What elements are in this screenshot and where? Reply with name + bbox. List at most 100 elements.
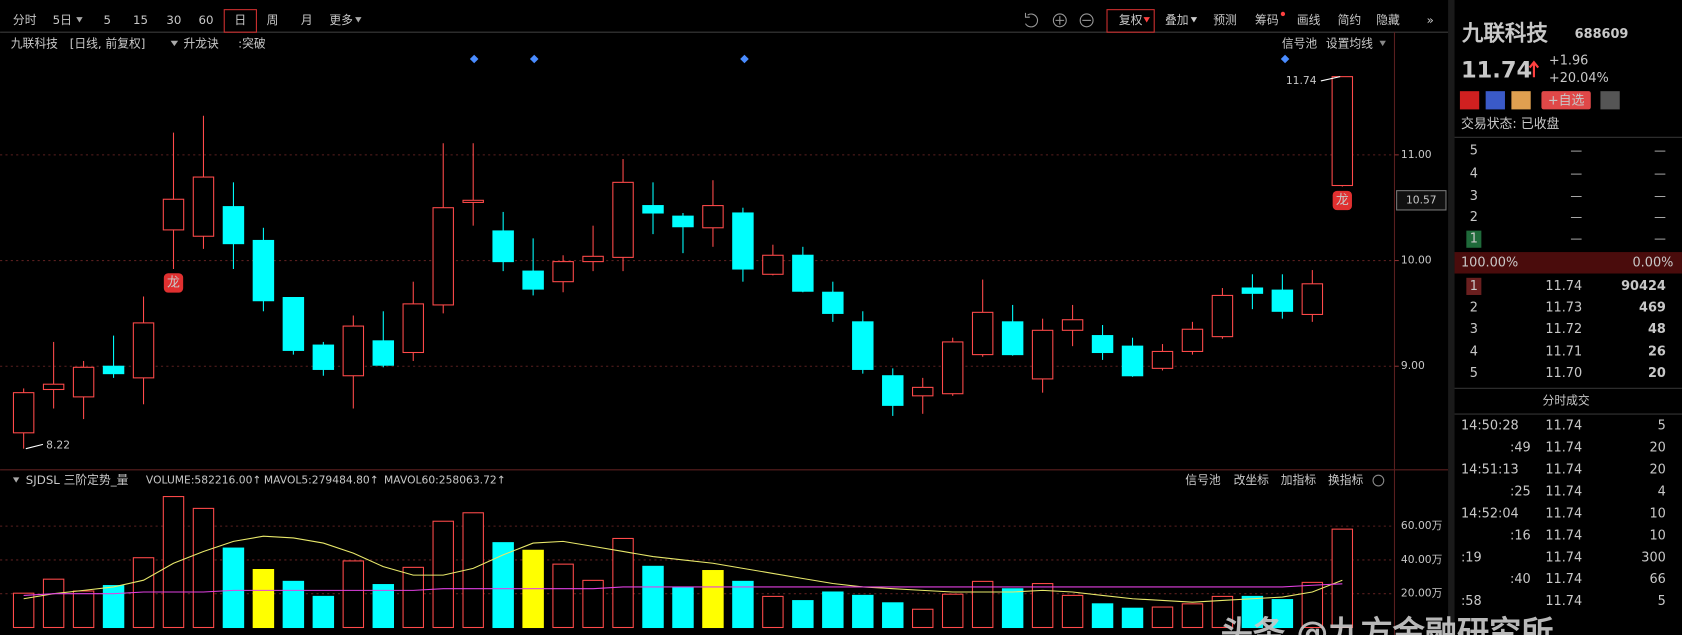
dropdown-arrow [1190,17,1198,23]
expand-icon[interactable]: » [1427,13,1434,27]
volume-bar [372,584,395,629]
period-tab[interactable]: 5日 [53,13,72,27]
volume-bar [222,547,245,629]
period-selected-box [223,9,257,33]
bid-level: 4 [1470,344,1478,359]
volume-bar [1211,595,1234,629]
bid-level: 3 [1470,322,1478,337]
tool-button[interactable]: 隐藏 [1376,13,1400,27]
candle-body [971,311,994,356]
volume-bar [912,608,934,629]
candle-body [1151,350,1174,369]
bid-level: 2 [1470,300,1478,315]
header-link[interactable]: 信号池 [1282,36,1318,50]
trade-price: 11.74 [1545,440,1582,455]
candle-body [1271,289,1294,312]
volume-bar [1031,583,1054,629]
trade-volume: 20 [1649,440,1665,455]
trade-volume: 5 [1658,594,1666,609]
candle-body [522,270,544,290]
volume-bar [12,592,35,629]
price-marker-box [1396,190,1447,211]
candle-body [672,215,694,228]
trade-time: 14:52:04 [1461,506,1519,521]
period-tab[interactable]: 60 [199,13,214,27]
trade-time: :40 [1510,572,1531,587]
trade-volume: 10 [1649,506,1665,521]
mavol60-value: MAVOL60:258063.72↑ [384,474,506,487]
volume-bar [1151,606,1174,629]
volume-bar [282,580,305,629]
trade-price: 11.74 [1545,572,1582,587]
ask-price: — [1570,232,1582,246]
volume-bar [1271,599,1294,629]
zoom-in-icon[interactable] [1052,13,1067,28]
level-badge [1466,230,1482,248]
volume-bar [822,591,844,629]
tool-button[interactable]: 复权 [1119,13,1143,27]
trade-time: 14:51:13 [1461,462,1519,477]
close-icon[interactable] [1372,474,1385,487]
trade-price: 11.74 [1545,594,1582,609]
candle-body [12,392,35,434]
candle-body [432,207,454,306]
candle-body [1211,294,1234,338]
quote-code: 688609 [1575,27,1629,42]
trade-volume: 10 [1649,528,1665,543]
tool-button[interactable]: 画线 [1297,13,1321,27]
volume-bar [342,560,365,629]
volume-bar [882,602,904,629]
candle-body [1001,321,1024,356]
volume-indicator[interactable]: SJDSL 三阶定势_量 [26,473,129,487]
period-tab[interactable]: 5 [104,13,112,27]
zoom-out-icon[interactable] [1079,13,1094,28]
trade-time: :16 [1510,528,1531,543]
candle-body [1121,345,1144,377]
bid-volume: 26 [1648,344,1666,359]
y-tick-label: 10.00 [1401,254,1432,267]
period-tab[interactable]: 分时 [13,13,37,27]
volume-bar [1001,588,1024,629]
candle-body [822,291,844,314]
flag-icon[interactable] [1459,91,1480,110]
tool-button[interactable]: 预测 [1213,13,1237,27]
stock-name: 九联科技 [11,36,58,50]
period-tab[interactable]: 30 [166,13,181,27]
period-tab[interactable]: 月 [301,13,313,27]
volume-bar [1331,528,1354,629]
trade-volume: 300 [1641,550,1666,565]
notify-dot [1280,11,1286,17]
volume-bar [1181,603,1204,629]
period-tab[interactable]: 15 [133,13,148,27]
undo-icon[interactable] [1024,12,1039,28]
tool-button[interactable]: 筹码 [1255,13,1279,27]
volume-link[interactable]: 换指标 [1328,473,1364,487]
candle-body [912,386,934,397]
volume-bar [1301,581,1324,629]
volume-bar [672,587,694,629]
period-tab[interactable]: 更多 [329,13,353,27]
bid-price: 11.74 [1545,279,1582,294]
lightning-icon[interactable] [1485,91,1505,110]
volume-link[interactable]: 改坐标 [1234,473,1270,487]
tag-icon[interactable] [1511,91,1531,110]
indicator-name[interactable]: 升龙诀 [183,36,219,50]
tool-button[interactable]: 叠加 [1165,13,1189,27]
candle-body [612,181,634,258]
period-tab[interactable]: 周 [267,13,279,27]
trade-time: :25 [1510,484,1531,499]
header-link[interactable]: 设置均线 [1326,36,1373,50]
tool-button[interactable]: 简约 [1338,13,1362,27]
volume-link[interactable]: 加指标 [1281,473,1317,487]
bell-icon[interactable] [1600,91,1620,110]
signal-badge [1332,190,1352,211]
volume-bar [1061,594,1084,629]
candle-body [1061,319,1084,331]
volume-link[interactable]: 信号池 [1185,473,1221,487]
quote-panel: 九联科技 688609 11.74 +1.96 +20.04% +自选 交易状态… [1454,21,1682,609]
watch-button[interactable] [1541,91,1591,110]
volume-value: VOLUME:582216.00↑ [146,474,261,487]
watermark: 头条 @九方金融研究所 [1221,614,1554,635]
period-tab[interactable]: 日 [234,13,246,27]
